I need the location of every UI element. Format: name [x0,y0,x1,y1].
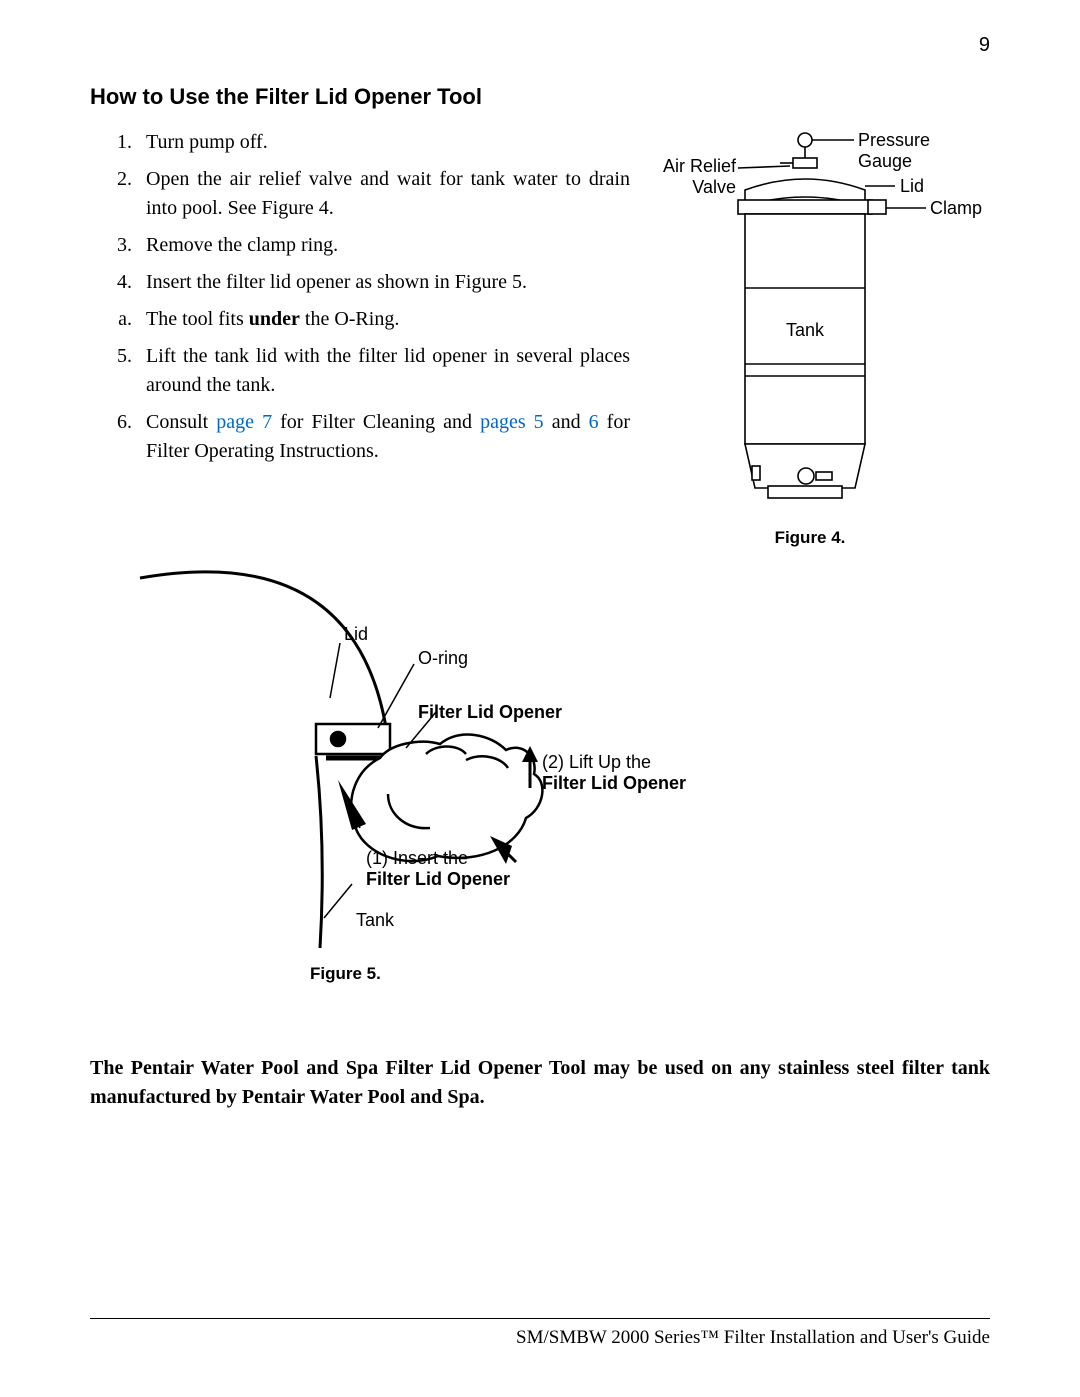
label-text: (2) Lift Up the [542,752,651,772]
page-number: 9 [979,34,990,57]
step-text: Open the air relief valve and wait for t… [146,165,630,223]
step-2: 2. Open the air relief valve and wait fo… [90,165,630,223]
label-step2: (2) Lift Up the Filter Lid Opener [542,752,686,794]
step-number: 4. [90,268,146,297]
footer-rule [90,1318,990,1319]
label-text: Valve [692,177,736,197]
label-lid: Lid [344,624,368,645]
label-oring: O-ring [418,648,468,669]
label-filter-lid-opener: Filter Lid Opener [418,702,562,723]
figure-5-caption: Figure 5. [310,964,990,984]
label-text: Pressure [858,130,930,150]
step-post: the O-Ring. [300,308,399,330]
step-text: Turn pump off. [146,128,630,157]
page: 9 How to Use the Filter Lid Opener Tool … [0,0,1080,1397]
link-pages5[interactable]: pages 5 [480,411,544,433]
step-6: 6. Consult page 7 for Filter Cleaning an… [90,408,630,466]
step-number: 1. [90,128,146,157]
step-number: 2. [90,165,146,223]
step-pre: The tool fits [146,308,249,330]
figure-4: Pressure Gauge Air Relief Valve Lid Clam… [630,128,990,548]
label-tank: Tank [356,910,394,931]
step-number: 3. [90,231,146,260]
step-pre: Consult [146,411,216,433]
compatibility-note: The Pentair Water Pool and Spa Filter Li… [90,1054,990,1112]
step-a: a. The tool fits under the O-Ring. [90,305,630,334]
step-text: Lift the tank lid with the filter lid op… [146,342,630,400]
figure-5: Lid O-ring Filter Lid Opener (2) Lift Up… [130,568,690,958]
page-footer: SM/SMBW 2000 Series™ Filter Installation… [90,1318,990,1349]
link-page7[interactable]: page 7 [216,411,272,433]
label-text-bold: Filter Lid Opener [542,773,686,793]
step-text: Insert the filter lid opener as shown in… [146,268,630,297]
step-mid: and [544,411,589,433]
step-strong: under [249,308,300,330]
label-text-bold: Filter Lid Opener [366,869,510,889]
label-air-relief: Air Relief Valve [658,156,736,198]
step-4: 4. Insert the filter lid opener as shown… [90,268,630,297]
section-heading: How to Use the Filter Lid Opener Tool [90,84,990,110]
label-pressure-gauge: Pressure Gauge [858,130,930,172]
step-number: 6. [90,408,146,466]
figure-4-caption: Figure 4. [630,528,990,548]
step-1: 1. Turn pump off. [90,128,630,157]
step-number: a. [90,305,146,334]
content-row: 1. Turn pump off. 2. Open the air relief… [90,128,990,548]
label-text: Air Relief [663,156,736,176]
step-number: 5. [90,342,146,400]
label-clamp: Clamp [930,198,982,219]
step-text: The tool fits under the O-Ring. [146,305,630,334]
label-text: (1) Insert the [366,848,468,868]
step-3: 3. Remove the clamp ring. [90,231,630,260]
label-text: Gauge [858,151,912,171]
steps-list: 1. Turn pump off. 2. Open the air relief… [90,128,630,474]
step-text: Remove the clamp ring. [146,231,630,260]
step-5: 5. Lift the tank lid with the filter lid… [90,342,630,400]
footer-text: SM/SMBW 2000 Series™ Filter Installation… [90,1327,990,1349]
label-tank: Tank [786,320,824,341]
step-mid: for Filter Cleaning and [272,411,480,433]
link-page6[interactable]: 6 [589,411,599,433]
step-text: Consult page 7 for Filter Cleaning and p… [146,408,630,466]
label-step1: (1) Insert the Filter Lid Opener [366,848,510,890]
label-lid: Lid [900,176,924,197]
